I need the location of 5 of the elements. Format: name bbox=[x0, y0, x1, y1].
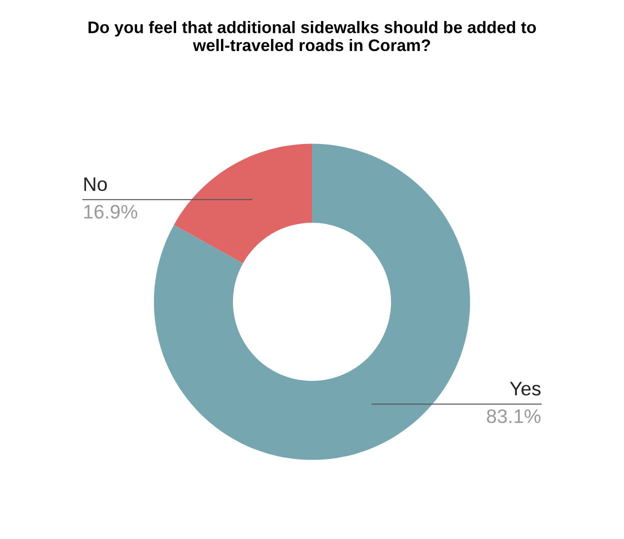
data-label: 83.1% bbox=[486, 409, 541, 424]
data-label: 16.9% bbox=[84, 204, 138, 219]
slice-label: Yes bbox=[510, 382, 541, 396]
slice-label: No bbox=[84, 177, 107, 192]
chart-title: Do you feel that additional sidewalks should be added to well-traveled roads in Coram? bbox=[88, 20, 536, 52]
